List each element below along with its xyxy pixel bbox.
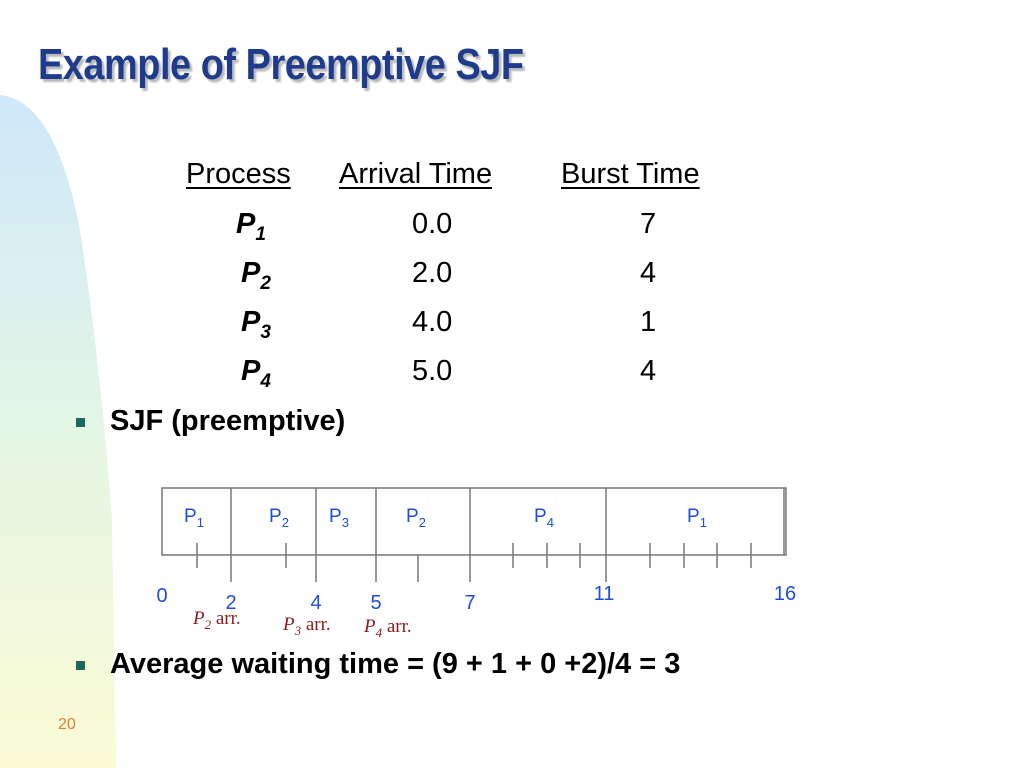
bullet-marker bbox=[76, 661, 85, 670]
burst-value: 7 bbox=[640, 208, 657, 240]
header-arrival-time: Arrival Time bbox=[339, 158, 493, 190]
process-name: P4 bbox=[241, 355, 271, 392]
bullet-marker bbox=[76, 418, 85, 427]
header-process: Process bbox=[186, 158, 291, 190]
burst-value: 1 bbox=[640, 306, 657, 338]
arrival-value: 0.0 bbox=[412, 208, 453, 240]
burst-value: 4 bbox=[640, 355, 657, 387]
arrival-annotation-p3: P3 arr. bbox=[283, 614, 331, 638]
gantt-time-label: 0 bbox=[156, 585, 168, 607]
gantt-segment-label: P1 bbox=[184, 506, 204, 530]
arrival-value: 4.0 bbox=[412, 306, 453, 338]
gantt-segment-label: P1 bbox=[687, 506, 707, 530]
bullet-average-waiting-time: Average waiting time = (9 + 1 + 0 +2)/4 … bbox=[110, 648, 681, 680]
process-name: P1 bbox=[236, 208, 266, 245]
gantt-time-label: 7 bbox=[464, 592, 476, 614]
gantt-frame bbox=[161, 487, 787, 556]
arrival-value: 5.0 bbox=[412, 355, 453, 387]
arrival-value: 2.0 bbox=[412, 257, 453, 289]
slide-number: 20 bbox=[58, 716, 76, 733]
bullet-sjf-preemptive: SJF (preemptive) bbox=[110, 405, 346, 437]
process-name: P2 bbox=[241, 257, 271, 294]
header-burst-time: Burst Time bbox=[561, 158, 700, 190]
slide-title: Example of Preemptive SJF bbox=[38, 40, 524, 89]
arrival-annotation-p4: P4 arr. bbox=[364, 616, 412, 640]
gantt-time-label: 11 bbox=[593, 583, 615, 605]
gantt-time-label: 2 bbox=[225, 592, 237, 614]
gantt-segment-label: P4 bbox=[534, 506, 554, 530]
gantt-time-label: 4 bbox=[310, 592, 322, 614]
gantt-segment-label: P2 bbox=[269, 506, 289, 530]
gantt-segment-label: P2 bbox=[406, 506, 426, 530]
gantt-time-label: 5 bbox=[370, 592, 382, 614]
gantt-time-label: 16 bbox=[773, 583, 797, 605]
burst-value: 4 bbox=[640, 257, 657, 289]
arrival-annotation-p2: P2 arr. bbox=[193, 608, 241, 632]
gantt-segment-label: P3 bbox=[329, 506, 349, 530]
process-name: P3 bbox=[241, 306, 271, 343]
